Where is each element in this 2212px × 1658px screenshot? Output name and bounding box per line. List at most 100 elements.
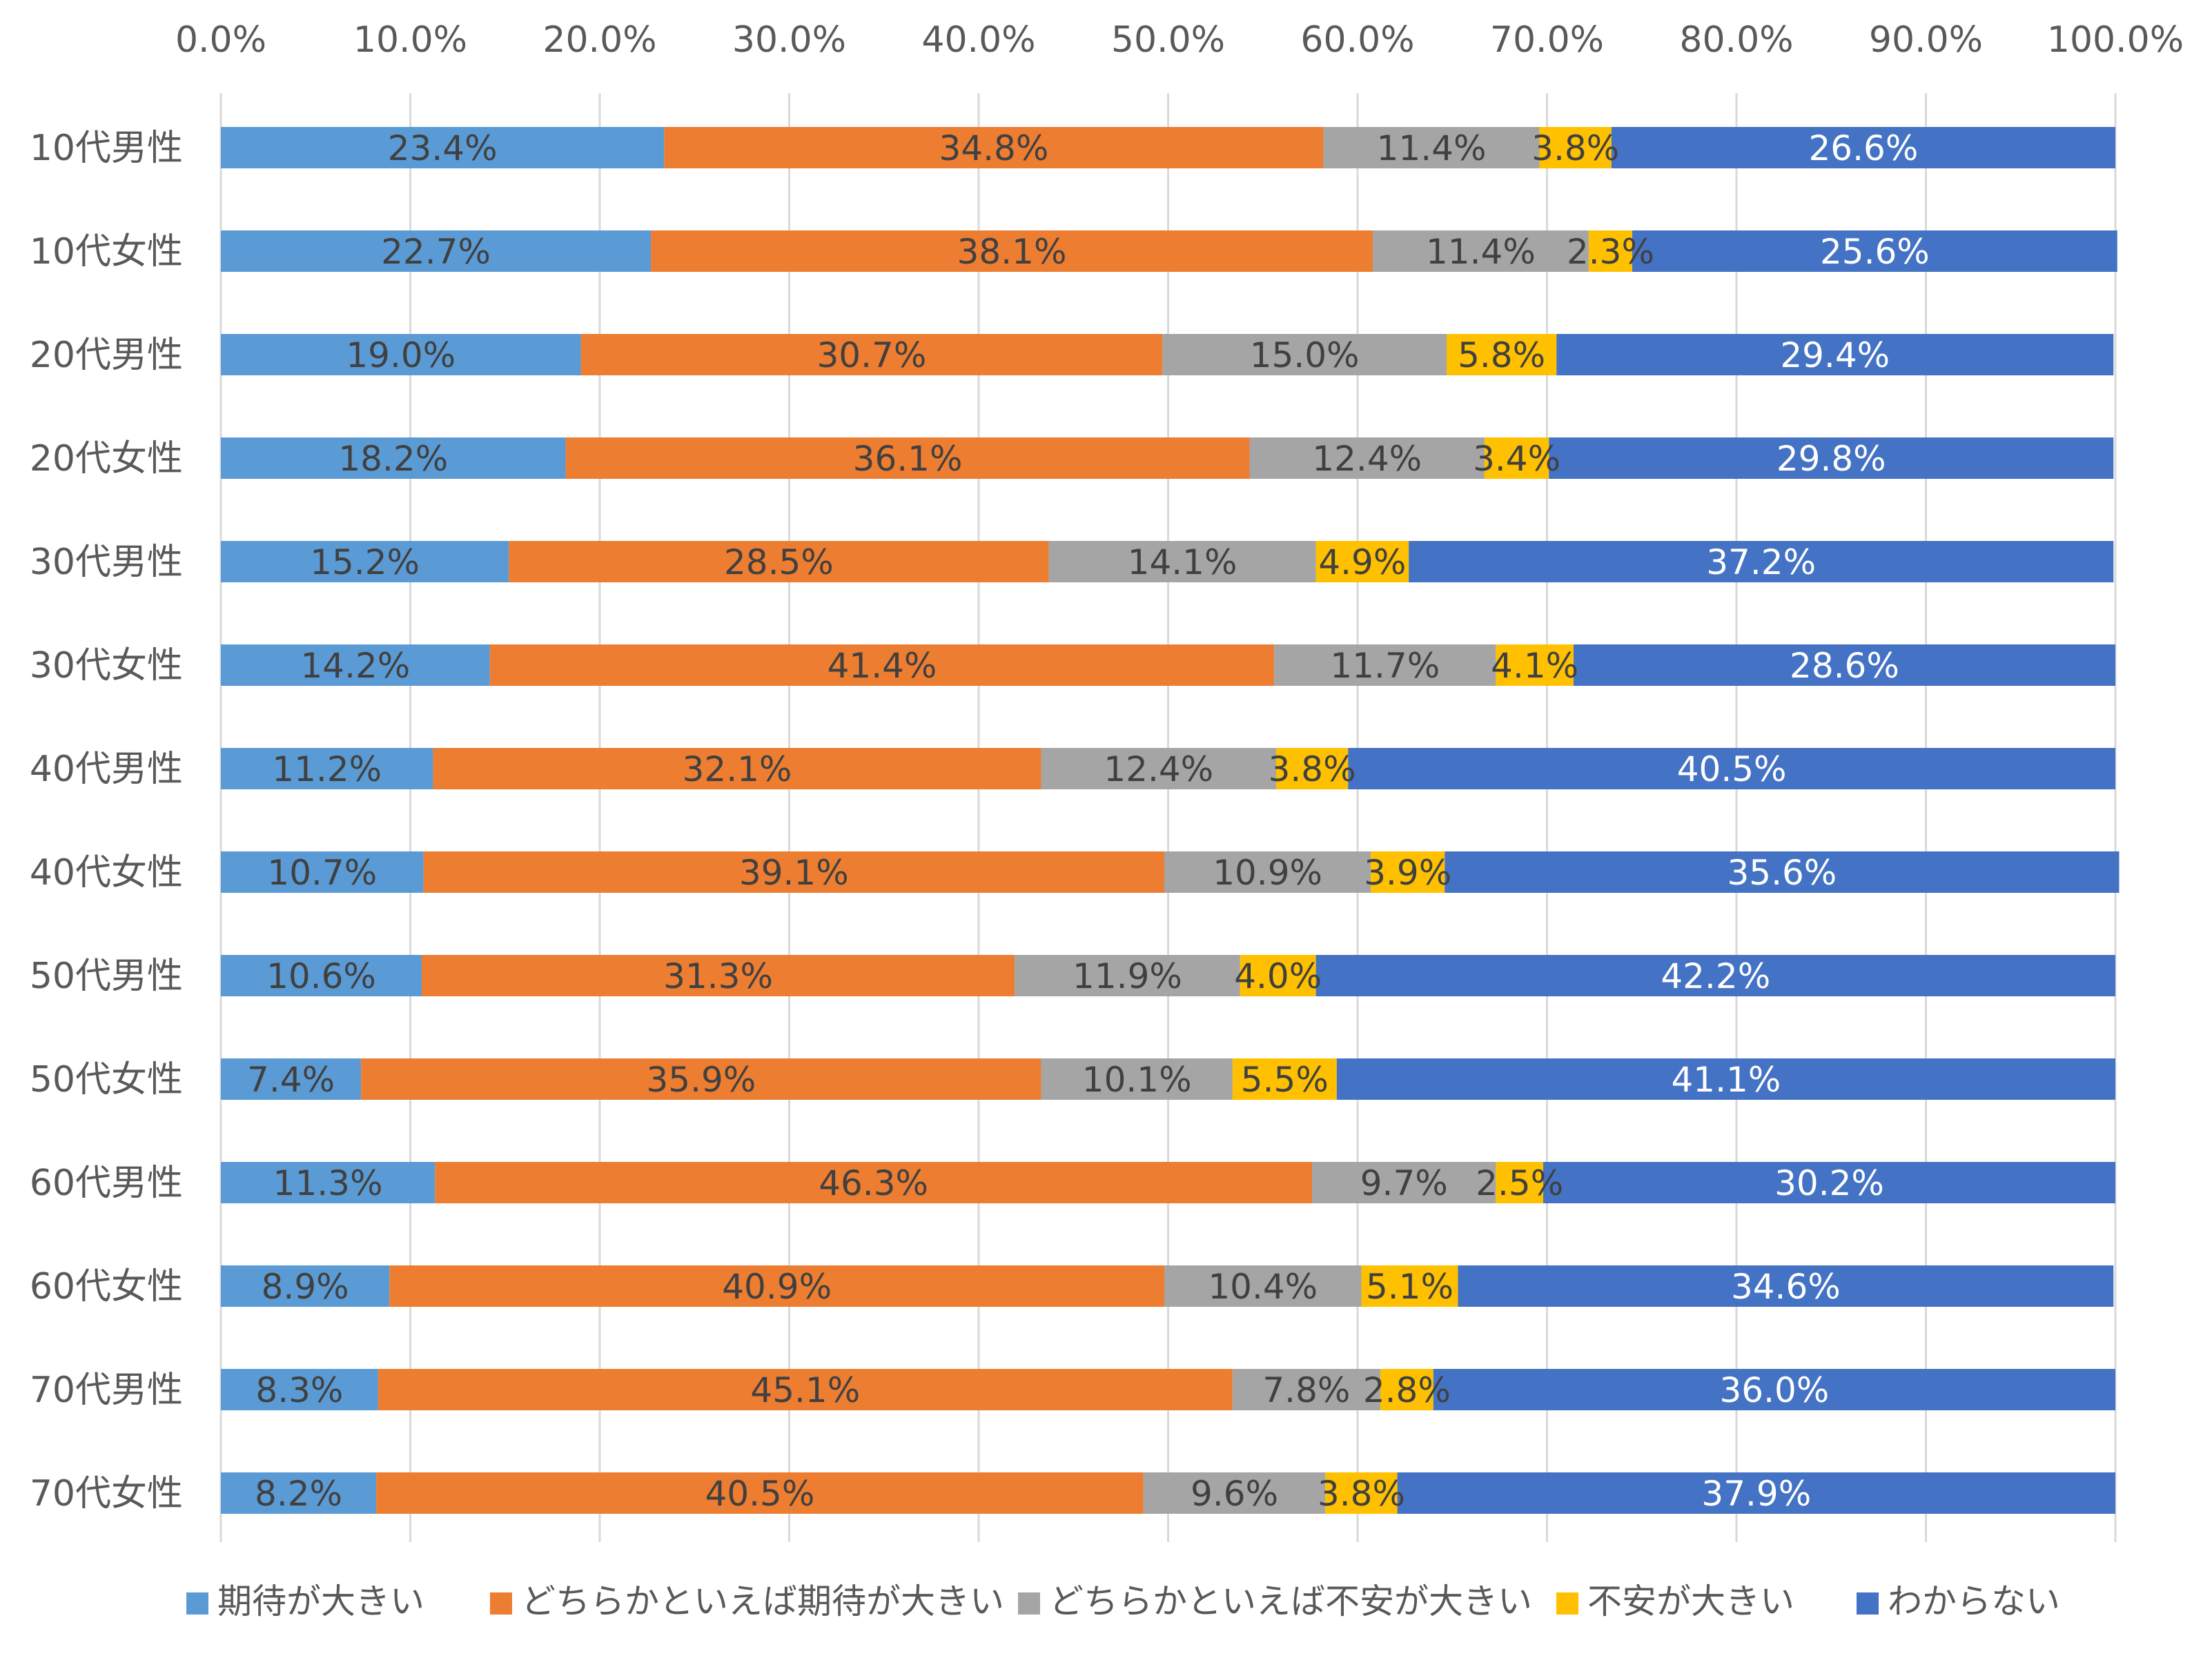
bar-segment <box>1240 955 1316 996</box>
data-label: 40.5% <box>705 1474 815 1514</box>
bar-segment <box>580 334 1163 375</box>
category-label: 70代女性 <box>30 1473 183 1514</box>
data-label: 42.2% <box>1661 956 1770 996</box>
data-label: 28.5% <box>724 542 834 582</box>
data-label: 32.1% <box>683 749 792 789</box>
data-label: 29.8% <box>1777 439 1886 479</box>
bar-segment <box>1162 334 1447 375</box>
data-label: 2.3% <box>1567 232 1654 272</box>
bar-segment <box>1232 1058 1337 1100</box>
x-tick-label: 0.0% <box>175 19 266 61</box>
bar-segment <box>1588 230 1633 272</box>
data-label: 11.7% <box>1330 646 1440 686</box>
bar-segment <box>1380 1369 1433 1410</box>
bars <box>221 127 2120 1514</box>
data-label: 37.9% <box>1701 1474 1811 1514</box>
bar-segment <box>1361 1265 1458 1307</box>
bar-segment <box>1496 644 1574 686</box>
bar-segment <box>1041 748 1276 789</box>
data-label: 37.2% <box>1706 542 1816 582</box>
bar-segment <box>221 334 581 375</box>
bar-segment <box>389 1265 1165 1307</box>
legend-label: 不安が大きい <box>1587 1581 1794 1621</box>
bar-segment <box>1164 851 1371 893</box>
legend-label: どちらかといえば期待が大きい <box>521 1581 1004 1621</box>
bar-segment <box>1348 748 2115 789</box>
data-label: 5.8% <box>1458 335 1545 375</box>
bar-segment <box>651 230 1373 272</box>
category-label: 10代男性 <box>30 128 183 169</box>
data-label: 9.7% <box>1360 1163 1448 1203</box>
bar-segment <box>1445 851 2120 893</box>
data-label: 8.2% <box>255 1474 342 1514</box>
x-tick-label: 60.0% <box>1300 19 1414 61</box>
data-label: 34.6% <box>1731 1267 1841 1307</box>
data-label: 28.6% <box>1790 646 1899 686</box>
bar-segment <box>378 1369 1233 1410</box>
category-label: 70代男性 <box>30 1370 183 1411</box>
bar-segment <box>1371 851 1445 893</box>
bar-segment <box>1484 437 1549 479</box>
bar-segment <box>1164 1265 1362 1307</box>
bar-segment <box>489 644 1275 686</box>
category-label: 60代女性 <box>30 1266 183 1307</box>
data-label: 3.8% <box>1318 1474 1405 1514</box>
bar-segment <box>376 1472 1144 1514</box>
data-label: 10.9% <box>1213 853 1322 893</box>
bar-segment <box>1143 1472 1326 1514</box>
data-label: 22.7% <box>381 232 491 272</box>
x-tick-label: 80.0% <box>1679 19 1793 61</box>
bar-segment <box>1315 955 2115 996</box>
data-label: 34.8% <box>939 128 1049 168</box>
legend-label: どちらかといえば不安が大きい <box>1049 1581 1532 1621</box>
legend-label: 期待が大きい <box>217 1581 424 1621</box>
legend-swatch <box>490 1592 512 1615</box>
bar-segment <box>221 437 566 479</box>
bar-segment <box>1323 127 1540 168</box>
bar-segment <box>1275 748 1349 789</box>
data-label: 4.1% <box>1491 646 1578 686</box>
data-label: 7.4% <box>247 1060 335 1100</box>
bar-segment <box>221 1265 390 1307</box>
data-label: 12.4% <box>1104 749 1213 789</box>
bar-segment <box>433 748 1041 789</box>
x-tick-label: 100.0% <box>2047 19 2184 61</box>
data-label: 11.2% <box>272 749 382 789</box>
category-label: 40代男性 <box>30 749 183 790</box>
data-label: 19.0% <box>346 335 456 375</box>
data-label: 7.8% <box>1262 1370 1350 1410</box>
bar-segment <box>423 851 1165 893</box>
data-label: 10.1% <box>1082 1060 1192 1100</box>
bar-segment <box>221 955 422 996</box>
x-axis-tick-labels: 0.0% 10.0% 20.0% 30.0% 40.0% 50.0% 60.0% 70.0% 8… <box>175 19 2184 61</box>
bar-segment <box>1312 1162 1496 1203</box>
data-label: 26.6% <box>1808 128 1918 168</box>
data-label: 8.9% <box>262 1267 349 1307</box>
bar-segment <box>221 127 665 168</box>
data-label: 35.9% <box>646 1060 756 1100</box>
data-labels: 23.4% 34.8% 11.4% 3.8% 26.6% 22.7% 38.1% 11.4% 2… <box>247 128 1930 1514</box>
data-label: 46.3% <box>819 1163 928 1203</box>
data-label: 15.2% <box>310 542 420 582</box>
bar-segment <box>1549 437 2114 479</box>
data-label: 3.9% <box>1364 853 1451 893</box>
category-label: 50代男性 <box>30 956 183 997</box>
category-label: 60代男性 <box>30 1163 183 1204</box>
x-tick-label: 70.0% <box>1490 19 1604 61</box>
bar-segment <box>1015 955 1240 996</box>
category-label: 10代女性 <box>30 231 183 273</box>
bar-segment <box>1543 1162 2115 1203</box>
data-label: 14.1% <box>1128 542 1237 582</box>
y-axis-category-labels: 10代男性 10代女性 20代男性 20代女性 30代男性 30代女性 40代男性 40代女性… <box>30 128 183 1514</box>
bar-segment <box>1325 1472 1398 1514</box>
bar-segment <box>1458 1265 2114 1307</box>
bar-segment <box>221 1058 362 1100</box>
bar-segment <box>1556 334 2114 375</box>
data-label: 11.3% <box>273 1163 383 1203</box>
data-label: 5.1% <box>1366 1267 1454 1307</box>
data-label: 2.5% <box>1476 1163 1563 1203</box>
bar-segment <box>1632 230 2117 272</box>
x-tick-label: 90.0% <box>1869 19 1983 61</box>
data-label: 10.6% <box>266 956 376 996</box>
